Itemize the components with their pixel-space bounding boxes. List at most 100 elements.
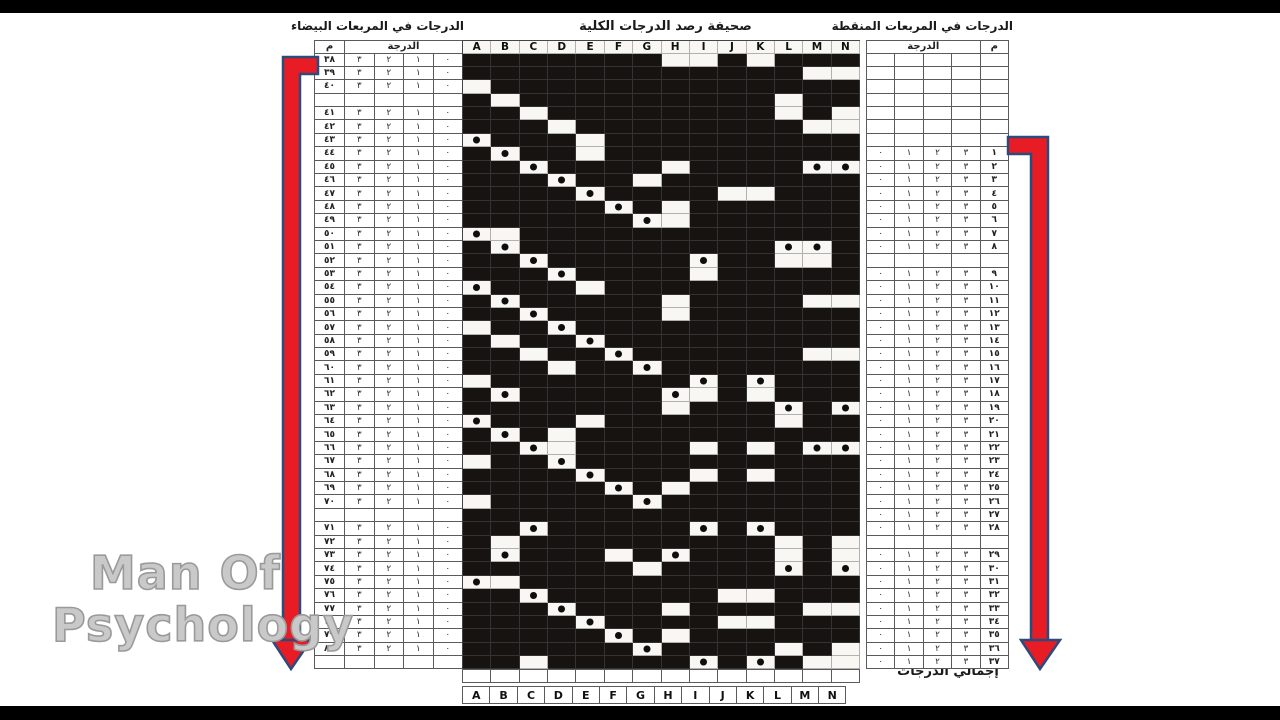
grid-cell-black xyxy=(604,133,634,148)
grid-cell-black xyxy=(661,495,690,509)
score-digit-cell: ١ xyxy=(404,374,434,389)
grid-cell-black xyxy=(718,388,747,402)
grid-cell-dotted xyxy=(604,348,634,362)
grid-cell-black xyxy=(491,482,520,496)
grid-cell-white xyxy=(463,80,492,94)
grid-cell-black xyxy=(689,455,719,469)
grid-cell-black xyxy=(746,120,775,134)
grid-cell-white xyxy=(803,120,832,134)
score-digit-cell: ٠ xyxy=(867,267,896,282)
grid-cell-white xyxy=(831,602,861,616)
footer-column-letter: A xyxy=(463,687,491,704)
grid-cell-white xyxy=(661,307,690,322)
grid-cell-black xyxy=(718,495,747,509)
grid-cell-black xyxy=(746,147,775,161)
score-digit-cell: ١ xyxy=(404,200,434,215)
grid-cell-black xyxy=(463,53,492,67)
grid-cell-dotted xyxy=(463,133,492,148)
grid-cell-black xyxy=(463,482,492,496)
score-digit-cell: ١ xyxy=(404,334,434,349)
grid-cell-white xyxy=(661,53,690,67)
grid-cell-black xyxy=(576,374,605,389)
score-digit-cell: ٢ xyxy=(374,321,404,335)
grid-cell-dotted xyxy=(463,227,492,241)
score-digit-cell: ٢ xyxy=(923,441,953,456)
grid-cell-black xyxy=(604,401,634,416)
grid-cell-dotted xyxy=(548,174,577,188)
grid-cell-white xyxy=(576,281,605,295)
grid-cell-black xyxy=(604,468,634,482)
score-digit-cell: ١ xyxy=(404,602,434,616)
footer-column-letter: C xyxy=(517,687,546,704)
grid-cell-black xyxy=(491,656,520,670)
grid-cell-black xyxy=(463,267,492,282)
row-number-cell: ٧٢ xyxy=(315,535,345,549)
grid-cell-white xyxy=(689,267,719,282)
grid-cell-black xyxy=(463,93,492,108)
row-number-cell: ٦٩ xyxy=(315,482,345,496)
grid-cell-black xyxy=(576,629,605,643)
grid-cell-black xyxy=(689,428,719,442)
score-digit-cell: ٠ xyxy=(433,334,463,349)
grid-cell-black xyxy=(803,482,832,496)
grid-cell-black xyxy=(746,227,775,241)
grid-cell-black xyxy=(661,455,690,469)
score-digit-cell: ٢ xyxy=(923,334,953,349)
row-number-cell: ٤٨ xyxy=(315,200,345,215)
grid-cell-black xyxy=(463,214,492,228)
grid-cell-black xyxy=(718,415,747,429)
score-digit-cell xyxy=(374,656,404,670)
score-digit-cell: ١ xyxy=(895,401,924,416)
grid-cell-black xyxy=(689,575,719,590)
grid-cell-black xyxy=(548,388,577,402)
grid-cell-black xyxy=(774,80,804,94)
score-digit-cell: ٢ xyxy=(374,468,404,482)
grid-cell-black xyxy=(718,374,747,389)
grid-column-header: K xyxy=(746,41,775,54)
score-digit-cell: ١ xyxy=(404,107,434,121)
grid-cell-black xyxy=(661,441,690,456)
grid-cell-black xyxy=(548,334,577,349)
grid-cell-black xyxy=(519,133,549,148)
grid-cell-black xyxy=(831,629,861,643)
grid-cell-black xyxy=(633,66,662,81)
grid-cell-black xyxy=(519,495,549,509)
grid-cell-black xyxy=(718,535,747,549)
score-digit-cell: ٣ xyxy=(345,495,375,509)
grid-cell-dotted xyxy=(774,562,804,576)
grid-cell-white xyxy=(803,66,832,81)
grid-cell-black xyxy=(803,374,832,389)
score-digit-cell: ٢ xyxy=(923,174,953,188)
grid-cell-dotted xyxy=(831,160,861,175)
score-digit-cell: ٣ xyxy=(345,415,375,429)
grid-cell-black xyxy=(831,508,861,523)
row-number-cell: ٣٩ xyxy=(315,66,345,81)
grid-cell-black xyxy=(803,522,832,536)
row-number-cell: ٣٨ xyxy=(315,53,345,67)
grid-cell-black xyxy=(718,66,747,81)
grid-cell-black xyxy=(831,281,861,295)
grid-cell-white xyxy=(774,415,804,429)
grid-cell-black xyxy=(633,281,662,295)
score-digit-cell: ٣ xyxy=(952,281,981,295)
score-digit-cell: ٢ xyxy=(923,455,953,469)
grid-cell-black xyxy=(519,281,549,295)
score-digit-cell: ٢ xyxy=(374,562,404,576)
row-number-cell: ٦٠ xyxy=(315,361,345,375)
grid-cell-black xyxy=(576,455,605,469)
score-digit-cell: ١ xyxy=(895,388,924,402)
score-digit-cell xyxy=(952,80,981,94)
grid-cell-black xyxy=(746,93,775,108)
score-digit-cell: ٣ xyxy=(345,629,375,643)
score-digit-cell xyxy=(867,66,896,81)
grid-cell-black xyxy=(774,160,804,175)
score-digit-cell: ٣ xyxy=(952,214,981,228)
score-digit-cell: ١ xyxy=(404,361,434,375)
grid-cell-black xyxy=(718,133,747,148)
score-digit-cell: ١ xyxy=(895,200,924,215)
score-digit-cell: ٣ xyxy=(345,522,375,536)
grid-cell-black xyxy=(519,93,549,108)
grid-cell-black xyxy=(661,254,690,268)
grid-cell-white xyxy=(831,120,861,134)
score-digit-cell: ١ xyxy=(895,147,924,161)
